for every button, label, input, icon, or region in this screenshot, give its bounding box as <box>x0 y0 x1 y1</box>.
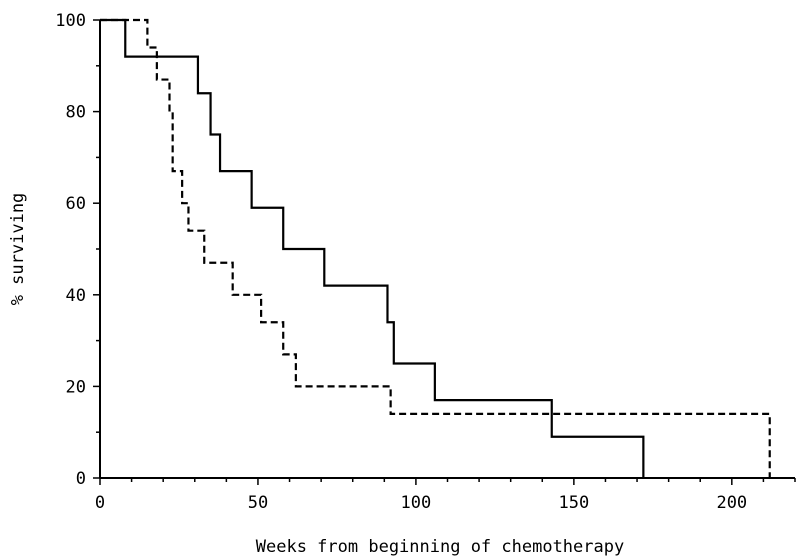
dashed-survival-curve <box>100 18 771 478</box>
x-axis-title: Weeks from beginning of chemotherapy <box>256 537 624 557</box>
solid-survival-curve <box>100 18 645 478</box>
x-tick-label: 150 <box>559 493 590 513</box>
y-axis-title: % surviving <box>8 193 28 306</box>
y-tick-label: 60 <box>66 194 86 214</box>
y-tick-label: 80 <box>66 103 86 123</box>
y-tick-label: 20 <box>66 377 86 397</box>
x-tick-label: 50 <box>248 493 268 513</box>
y-tick-label: 40 <box>66 286 86 306</box>
y-tick-label: 0 <box>76 469 86 489</box>
y-tick-label: 100 <box>55 11 86 31</box>
axes <box>93 19 796 485</box>
x-tick-label: 200 <box>716 493 747 513</box>
series-layer <box>100 18 771 478</box>
x-tick-label: 100 <box>401 493 432 513</box>
labels: 0 20 40 60 80 100 0 50 100 150 200 Weeks from begin… <box>8 11 747 557</box>
x-tick-label: 0 <box>95 493 105 513</box>
